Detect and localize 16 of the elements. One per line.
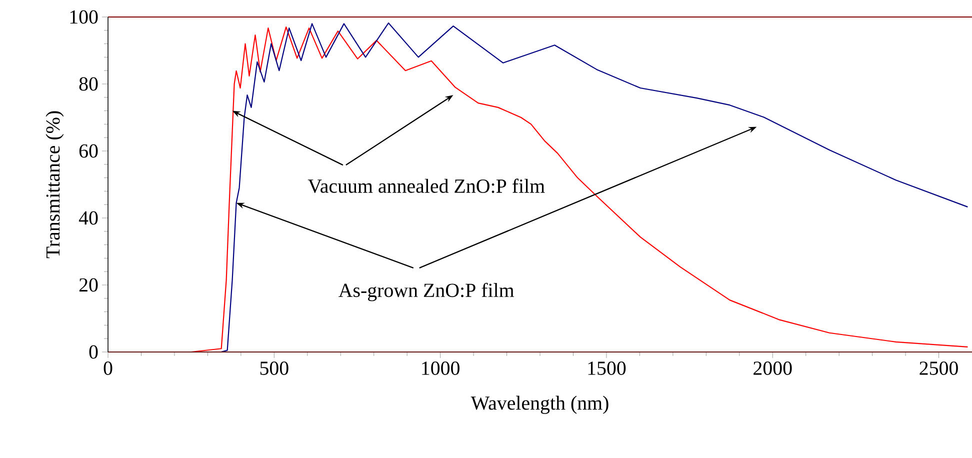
- x-tick-label: 1500: [588, 362, 626, 375]
- x-axis-title: Wavelength (nm): [470, 396, 608, 414]
- x-tick-label: 0: [104, 362, 112, 375]
- annotation: Vacuum annealed ZnO:P film: [308, 178, 545, 193]
- x-tick-label: 500: [260, 362, 288, 375]
- y-tick-label: 60: [79, 144, 98, 158]
- y-tick-label: 80: [79, 77, 98, 91]
- x-tick-label: 2000: [754, 362, 792, 375]
- y-tick-label: 100: [70, 10, 98, 24]
- annotation: As-grown ZnO:P film: [338, 282, 514, 302]
- y-tick-label: 0: [89, 345, 98, 359]
- y-tick-label: 20: [79, 278, 98, 292]
- y-axis-title: Transmittance (%): [46, 111, 64, 258]
- y-tick-label: 40: [78, 211, 98, 225]
- x-tick-label: 2500: [920, 362, 958, 375]
- x-tick-label: 1000: [422, 362, 460, 375]
